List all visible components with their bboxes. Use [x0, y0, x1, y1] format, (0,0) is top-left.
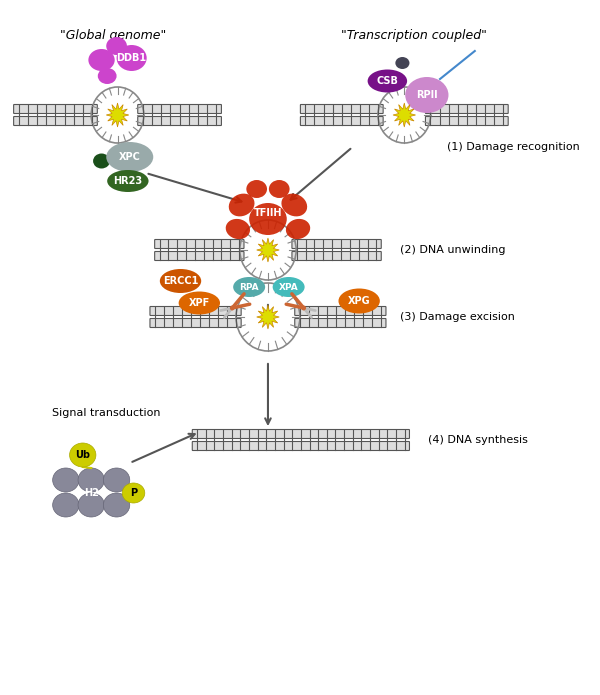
Ellipse shape: [88, 49, 115, 71]
Ellipse shape: [249, 203, 287, 235]
Polygon shape: [257, 305, 279, 329]
FancyBboxPatch shape: [138, 104, 221, 113]
Ellipse shape: [53, 468, 79, 492]
Text: Signal transduction: Signal transduction: [52, 408, 160, 418]
Text: "Transcription coupled": "Transcription coupled": [341, 28, 487, 42]
Text: (1) Damage recognition: (1) Damage recognition: [446, 142, 580, 152]
Ellipse shape: [70, 443, 96, 467]
FancyBboxPatch shape: [155, 240, 244, 249]
FancyBboxPatch shape: [295, 306, 386, 316]
Text: RPII: RPII: [416, 90, 437, 100]
Text: H2: H2: [84, 488, 98, 498]
Text: XPC: XPC: [119, 152, 140, 162]
Text: Ub: Ub: [75, 450, 90, 460]
FancyBboxPatch shape: [14, 104, 97, 113]
Ellipse shape: [395, 57, 409, 69]
FancyBboxPatch shape: [14, 117, 97, 126]
FancyBboxPatch shape: [301, 104, 383, 113]
Ellipse shape: [179, 291, 220, 315]
Ellipse shape: [269, 180, 290, 198]
FancyBboxPatch shape: [425, 117, 508, 126]
Polygon shape: [106, 103, 129, 127]
Ellipse shape: [160, 269, 201, 293]
Ellipse shape: [286, 219, 310, 239]
Text: ERCC1: ERCC1: [163, 276, 198, 286]
Ellipse shape: [226, 219, 250, 239]
Ellipse shape: [103, 493, 130, 517]
Circle shape: [230, 306, 235, 311]
Text: DDB1: DDB1: [116, 53, 146, 63]
FancyBboxPatch shape: [192, 441, 409, 450]
Ellipse shape: [122, 483, 145, 503]
FancyBboxPatch shape: [295, 318, 386, 327]
Ellipse shape: [78, 468, 104, 492]
Ellipse shape: [368, 70, 407, 92]
Ellipse shape: [233, 277, 265, 297]
FancyBboxPatch shape: [292, 240, 381, 249]
FancyBboxPatch shape: [150, 306, 241, 316]
Text: HR23: HR23: [113, 176, 142, 186]
Ellipse shape: [106, 37, 127, 55]
Ellipse shape: [78, 493, 104, 517]
Ellipse shape: [229, 194, 254, 216]
Text: (2) DNA unwinding: (2) DNA unwinding: [400, 245, 505, 255]
FancyBboxPatch shape: [192, 430, 409, 439]
Text: (3) Damage excision: (3) Damage excision: [400, 312, 514, 322]
Text: XPG: XPG: [348, 296, 370, 306]
Ellipse shape: [107, 170, 149, 192]
Ellipse shape: [281, 194, 307, 216]
Ellipse shape: [116, 45, 146, 71]
Text: (4) DNA synthesis: (4) DNA synthesis: [428, 435, 527, 445]
FancyBboxPatch shape: [138, 117, 221, 126]
Text: CSB: CSB: [376, 76, 398, 86]
Text: P: P: [130, 488, 137, 498]
Polygon shape: [393, 103, 416, 127]
FancyBboxPatch shape: [150, 318, 241, 327]
Ellipse shape: [53, 493, 79, 517]
Circle shape: [301, 306, 306, 311]
Ellipse shape: [247, 180, 267, 198]
Text: RPA: RPA: [239, 282, 259, 291]
Text: XPA: XPA: [279, 282, 299, 291]
FancyBboxPatch shape: [301, 117, 383, 126]
FancyBboxPatch shape: [292, 252, 381, 261]
FancyBboxPatch shape: [425, 104, 508, 113]
Text: "Global genome": "Global genome": [59, 28, 166, 42]
Ellipse shape: [93, 154, 110, 168]
Text: TFIIH: TFIIH: [254, 208, 282, 218]
FancyBboxPatch shape: [155, 252, 244, 261]
Ellipse shape: [98, 68, 116, 84]
Ellipse shape: [405, 77, 448, 113]
Text: XPF: XPF: [188, 298, 210, 308]
Ellipse shape: [272, 277, 305, 297]
Ellipse shape: [103, 468, 130, 492]
Ellipse shape: [106, 142, 153, 172]
Ellipse shape: [338, 288, 380, 313]
Polygon shape: [257, 238, 279, 262]
